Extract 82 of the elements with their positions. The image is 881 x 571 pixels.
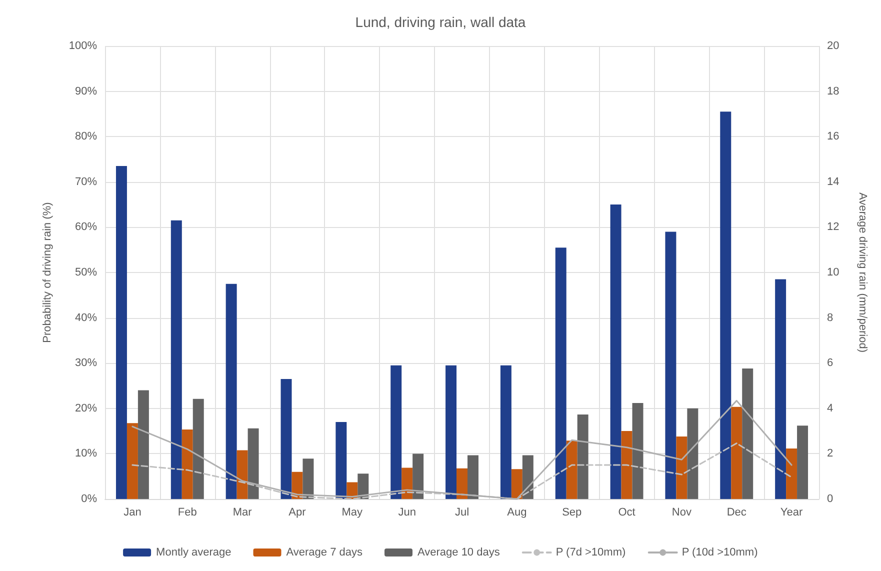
bar	[632, 402, 644, 499]
y2-tick-label: 12	[827, 221, 840, 234]
y-tick-label: 80%	[74, 130, 98, 143]
bar	[676, 436, 688, 499]
line-series	[132, 400, 792, 500]
bar	[116, 166, 127, 499]
y-tick-label: 70%	[74, 176, 98, 188]
y2-tick-label: 16	[827, 130, 840, 143]
bar	[500, 365, 512, 499]
legend-label: Montly average	[156, 546, 232, 558]
bar	[511, 469, 522, 499]
bar	[555, 248, 566, 499]
x-tick-label: May	[342, 506, 364, 518]
x-tick-label: Apr	[288, 506, 306, 518]
bar	[665, 232, 676, 499]
bar	[446, 365, 457, 499]
bar	[390, 365, 402, 499]
bar	[456, 468, 468, 499]
y-tick-label: 30%	[74, 357, 98, 370]
bar	[226, 284, 237, 499]
y-tick-label: 90%	[74, 85, 98, 98]
y-tick-label: 10%	[74, 448, 98, 460]
bar	[687, 408, 698, 499]
bar	[138, 390, 149, 499]
bar	[522, 455, 534, 499]
y-tick-label: 20%	[74, 402, 98, 414]
y2-tick-label: 14	[827, 176, 840, 188]
bar	[192, 398, 204, 499]
bar	[412, 454, 424, 499]
bar	[182, 429, 193, 499]
y2-tick-label: 8	[827, 312, 834, 324]
legend-label: P (7d >10mm)	[556, 546, 626, 558]
y-tick-label: 40%	[74, 312, 98, 324]
bar	[720, 112, 732, 499]
y2-tick-label: 0	[827, 493, 834, 505]
legend-label: Average 10 days	[417, 546, 500, 558]
y-axis-title: Probability of driving rain (%)	[42, 202, 54, 343]
bar	[566, 440, 578, 499]
y2-tick-label: 10	[827, 266, 840, 278]
bar	[621, 431, 632, 499]
y2-tick-label: 2	[827, 448, 834, 460]
legend-label: Average 7 days	[286, 546, 363, 558]
bar	[280, 378, 292, 499]
y2-tick-label: 18	[827, 85, 840, 98]
bar	[467, 455, 478, 499]
x-tick-label: Sep	[562, 506, 582, 518]
bar	[248, 428, 259, 499]
y2-tick-label: 20	[827, 40, 840, 52]
x-tick-label: Jul	[454, 506, 470, 518]
y2-axis-title: Average driving rain (mm/period)	[856, 192, 868, 352]
bar	[236, 450, 248, 499]
bar	[797, 426, 808, 499]
x-tick-label: Oct	[618, 506, 636, 518]
y-tick-label: 50%	[74, 266, 98, 278]
x-tick-label: Aug	[507, 506, 527, 518]
bar	[610, 204, 622, 499]
bar	[170, 220, 182, 499]
bar	[775, 279, 786, 499]
y-tick-label: 0%	[81, 493, 98, 505]
bar	[126, 423, 138, 499]
y-tick-label: 100%	[68, 40, 98, 52]
x-tick-label: Dec	[726, 506, 747, 518]
x-tick-label: Feb	[178, 506, 197, 518]
bar	[577, 414, 588, 499]
x-tick-label: Year	[780, 506, 803, 518]
bar	[336, 422, 347, 499]
x-tick-label: Nov	[672, 506, 692, 518]
y2-tick-label: 4	[827, 402, 834, 414]
x-tick-label: Jun	[398, 506, 416, 518]
bar	[742, 368, 754, 499]
legend-label: P (10d >10mm)	[682, 546, 758, 558]
chart-title: Lund, driving rain, wall data	[355, 14, 526, 30]
bar	[358, 474, 369, 499]
y2-tick-label: 6	[827, 357, 834, 370]
line-series	[132, 442, 792, 500]
bar	[302, 458, 314, 499]
bar	[786, 448, 798, 499]
y-tick-label: 60%	[74, 221, 98, 234]
x-tick-label: Mar	[232, 506, 252, 518]
x-tick-label: Jan	[124, 506, 142, 518]
bar	[731, 406, 742, 499]
bar	[402, 468, 413, 499]
